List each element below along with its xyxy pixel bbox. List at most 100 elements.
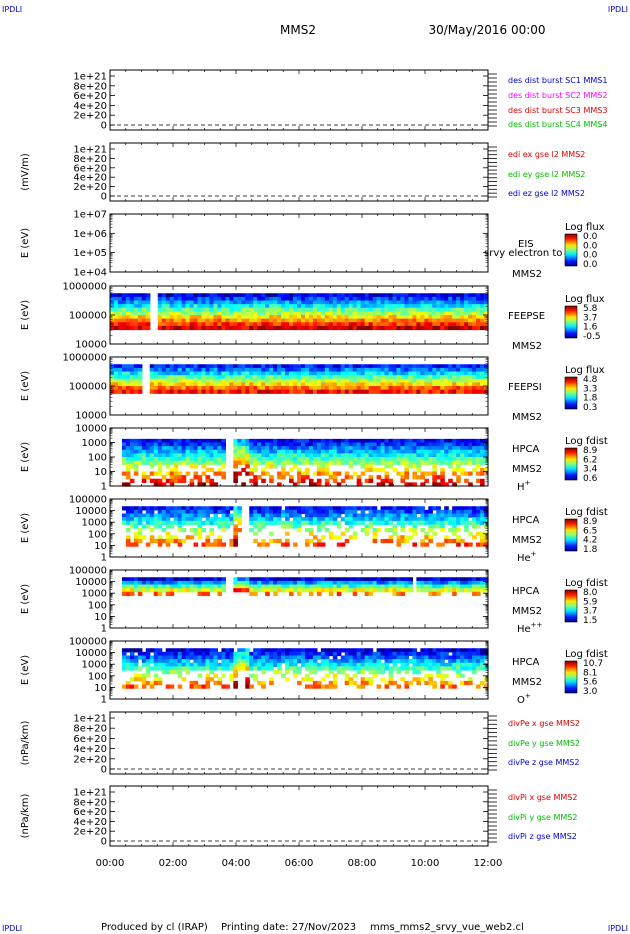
spectrogram-cell bbox=[297, 580, 302, 586]
spectrogram-cell bbox=[181, 506, 187, 511]
spectrogram-cell bbox=[464, 378, 469, 383]
spectrogram-cell bbox=[460, 538, 465, 544]
spectrogram-cell bbox=[289, 293, 294, 298]
spectrogram-cell bbox=[173, 460, 179, 465]
spectrogram-cell bbox=[209, 389, 215, 394]
y-tick-label: 4e+20 bbox=[73, 744, 107, 755]
corner-mark-top-left: IPDLI bbox=[2, 5, 22, 14]
colorbar-tick-label: -0.5 bbox=[583, 332, 601, 342]
spectrogram-cell bbox=[328, 318, 334, 323]
spectrogram-cell bbox=[324, 467, 330, 473]
colorbar-tick-label: 1.6 bbox=[583, 323, 598, 333]
spectrogram-cell bbox=[340, 506, 346, 511]
spectrogram-cell bbox=[201, 580, 207, 586]
spectrogram-cell bbox=[297, 584, 302, 589]
spectrogram-cell bbox=[348, 517, 354, 522]
spectrogram-cell bbox=[400, 378, 406, 383]
spectrogram-cell bbox=[185, 364, 191, 369]
spectrogram-cell bbox=[289, 584, 294, 589]
footer-printing-date: Printing date: 27/Nov/2023 bbox=[221, 922, 356, 933]
spectrogram-cell bbox=[229, 325, 234, 331]
spectrogram-cell bbox=[157, 375, 163, 380]
spectrogram-cell bbox=[468, 457, 473, 462]
spectrogram-cell bbox=[424, 315, 429, 320]
spectrogram-cell bbox=[225, 659, 230, 664]
spectrogram-cell bbox=[185, 382, 191, 387]
spectrogram-cell bbox=[185, 367, 191, 373]
spectrogram-cell bbox=[448, 364, 453, 369]
spectrogram-cell bbox=[316, 453, 322, 458]
spectrogram-cell bbox=[388, 517, 394, 522]
spectrogram-cell bbox=[169, 453, 175, 458]
spectrogram-cell bbox=[328, 460, 334, 465]
spectrogram-cell bbox=[221, 386, 226, 391]
spectrogram-cell bbox=[149, 580, 155, 586]
spectrogram-cell bbox=[320, 584, 326, 589]
spectrogram-cell bbox=[460, 584, 465, 589]
spectrogram-cell bbox=[177, 304, 183, 309]
spectrogram-cell bbox=[396, 666, 402, 671]
spectrogram-cell bbox=[145, 506, 151, 511]
spectrogram-cell bbox=[137, 509, 143, 515]
spectrogram-cell bbox=[193, 655, 199, 660]
spectrogram-cell bbox=[304, 673, 310, 678]
spectrogram-cell bbox=[456, 378, 461, 383]
spectrogram-cell bbox=[396, 655, 402, 660]
spectrogram-cell bbox=[444, 322, 449, 327]
series-legend: edi ey gse l2 MMS2 bbox=[508, 170, 586, 179]
spectrogram-cell bbox=[428, 389, 433, 394]
spectrogram-cell bbox=[480, 453, 485, 458]
spectrogram-cell bbox=[308, 531, 314, 536]
spectrogram-cell bbox=[468, 300, 473, 305]
spectrogram-cell bbox=[137, 322, 143, 327]
spectrogram-cell bbox=[368, 662, 374, 667]
y-tick-label: 10 bbox=[94, 683, 107, 694]
spectrogram-cell bbox=[320, 684, 326, 689]
spectrogram-cell bbox=[269, 651, 274, 657]
spectrogram-cell bbox=[348, 325, 354, 331]
spectrogram-cell bbox=[456, 655, 461, 660]
spectrogram-cell bbox=[340, 453, 346, 458]
spectrogram-cell bbox=[344, 318, 350, 323]
spectrogram-cell bbox=[304, 311, 310, 316]
spectrogram-cell bbox=[336, 588, 342, 593]
spectrogram-cell bbox=[360, 580, 366, 586]
spectrogram-cell bbox=[145, 513, 151, 518]
spectrogram-cell bbox=[452, 659, 457, 664]
spectrogram-cell bbox=[129, 524, 135, 529]
spectrogram-cell bbox=[388, 307, 394, 312]
spectrogram-cell bbox=[137, 528, 143, 533]
spectrogram-cell bbox=[137, 538, 143, 544]
spectrogram-cell bbox=[289, 453, 294, 458]
spectrogram-cell bbox=[117, 293, 123, 298]
spectrogram-cell bbox=[348, 364, 354, 369]
spectrogram-cell bbox=[197, 318, 203, 323]
spectrogram-cell bbox=[229, 648, 234, 653]
spectrogram-cell bbox=[245, 580, 250, 586]
spectrogram-cell bbox=[312, 449, 318, 454]
spectrogram-cell bbox=[173, 322, 179, 327]
spectrogram-cell bbox=[237, 442, 242, 447]
spectrogram-cell bbox=[456, 464, 461, 469]
spectrogram-cell bbox=[340, 542, 346, 547]
spectrogram-cell bbox=[169, 475, 175, 480]
spectrogram-cell bbox=[332, 584, 338, 589]
spectrogram-cell bbox=[408, 367, 413, 373]
spectrogram-cell bbox=[145, 651, 151, 657]
instrument-label: FEEPSI bbox=[508, 382, 542, 393]
spectrogram-cell bbox=[237, 648, 242, 653]
spectrogram-cell bbox=[153, 588, 159, 593]
spectrogram-cell bbox=[149, 680, 155, 686]
spectrogram-cell bbox=[157, 453, 163, 458]
spectrogram-cell bbox=[165, 584, 171, 589]
spectrogram-cell bbox=[356, 300, 362, 305]
spectrogram-cell bbox=[281, 293, 286, 298]
spectrogram-cell bbox=[400, 513, 406, 518]
spectrogram-cell bbox=[197, 364, 203, 369]
spectrogram-cell bbox=[297, 364, 302, 369]
spectrogram-cell bbox=[273, 296, 278, 302]
spectrogram-cell bbox=[169, 318, 175, 323]
spectrogram-cell bbox=[448, 304, 453, 309]
spectrogram-cell bbox=[456, 580, 461, 586]
